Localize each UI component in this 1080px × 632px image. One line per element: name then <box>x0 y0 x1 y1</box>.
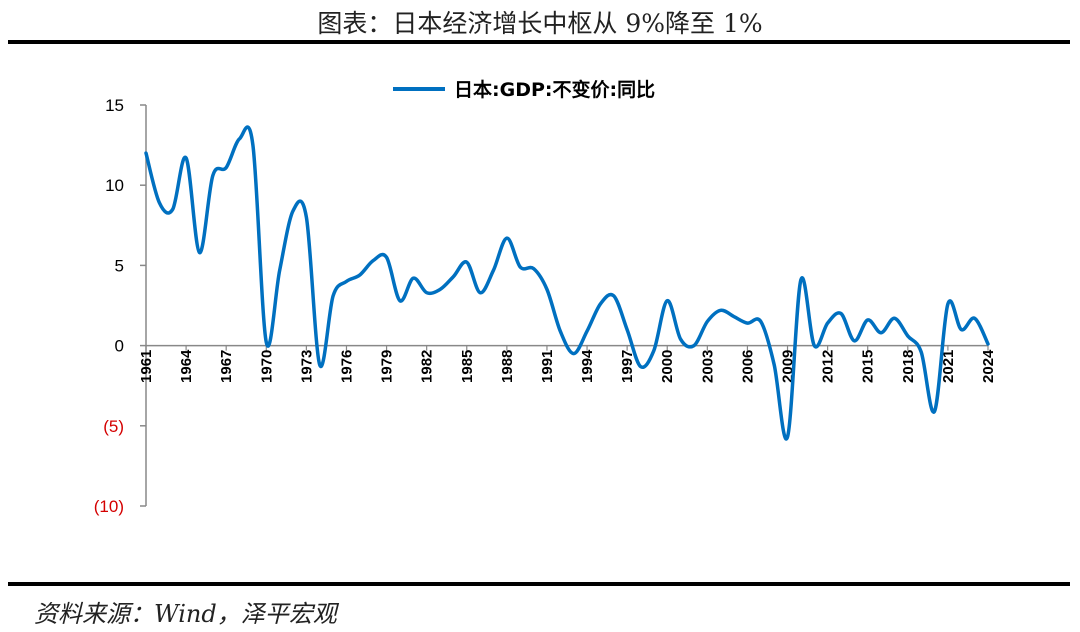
y-tick-label: 15 <box>105 96 124 115</box>
bottom-rule <box>8 582 1070 586</box>
x-tick-label: 1976 <box>338 350 355 383</box>
x-tick-label: 1985 <box>459 350 476 383</box>
series-line <box>144 125 990 441</box>
x-tick-label: 2021 <box>940 350 957 383</box>
source-note: 资料来源：Wind，泽平宏观 <box>34 600 337 628</box>
axes <box>140 104 989 507</box>
top-rule <box>8 40 1070 44</box>
y-tick-label: (10) <box>94 497 124 516</box>
x-tick-label: 1997 <box>619 350 636 383</box>
x-tick-label: 1994 <box>579 349 596 383</box>
x-tick-label: 1982 <box>419 350 436 383</box>
x-tick-label: 2006 <box>739 350 756 383</box>
x-tick-label: 1973 <box>298 350 315 383</box>
x-tick-label: 1988 <box>499 350 516 383</box>
x-tick-label: 1979 <box>379 350 396 383</box>
legend: 日本:GDP:不变价:同比 <box>393 78 655 101</box>
y-tick-labels: 15 10 5 0 (5) (10) <box>94 96 124 516</box>
x-tick-label: 2012 <box>820 350 837 383</box>
y-tick-label: 0 <box>115 337 124 356</box>
x-tick-label: 2000 <box>659 350 676 383</box>
y-tick-label: (5) <box>103 417 124 436</box>
chart-title: 图表：日本经济增长中枢从 9%降至 1% <box>317 9 763 38</box>
x-tick-label: 1964 <box>178 349 195 383</box>
x-tick-label: 1991 <box>539 350 556 383</box>
x-tick-label: 1970 <box>258 350 275 383</box>
x-tick-label: 2024 <box>980 349 997 383</box>
x-tick-labels: 1961 1964 1967 1970 1973 1976 1979 1982 1985 1988… <box>138 349 997 383</box>
x-tick-label: 2015 <box>860 350 877 383</box>
y-tick-label: 10 <box>105 176 124 195</box>
x-tick-label: 2003 <box>699 350 716 383</box>
x-tick-label: 1961 <box>138 350 155 383</box>
x-tick-label: 1967 <box>218 350 235 383</box>
x-tick-label: 2018 <box>900 350 917 383</box>
y-tick-label: 5 <box>115 256 124 275</box>
legend-label: 日本:GDP:不变价:同比 <box>454 78 655 101</box>
